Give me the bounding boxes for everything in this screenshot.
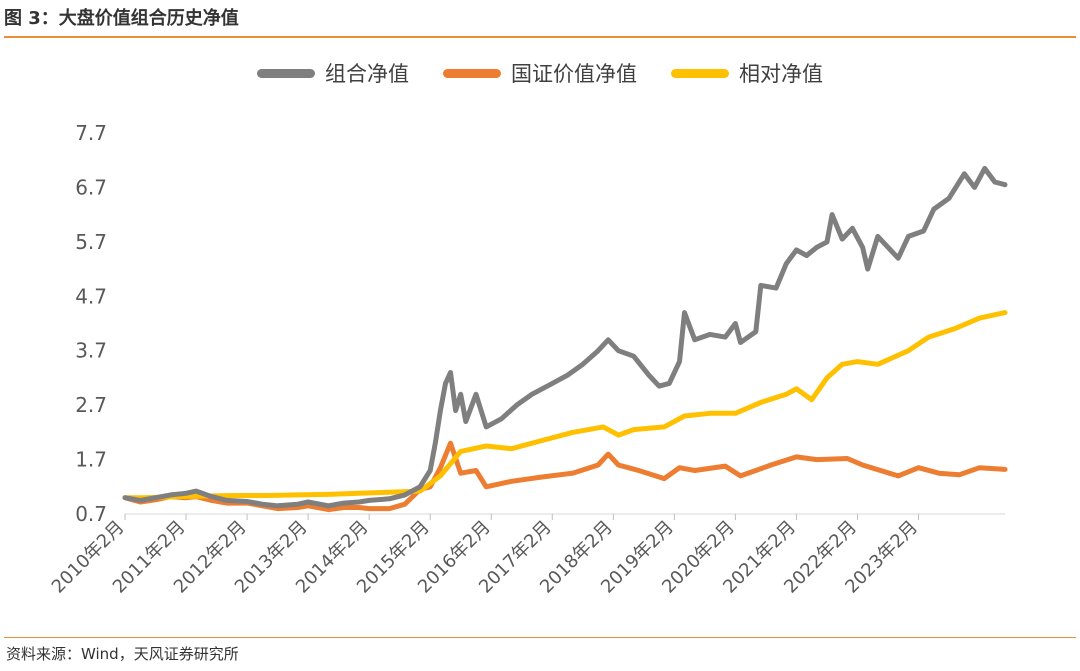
y-tick-label: 1.7: [75, 448, 107, 472]
legend-swatch-value-index: [443, 68, 501, 78]
legend-item-portfolio: 组合净值: [257, 58, 409, 88]
figure-title: 图 3：大盘价值组合历史净值: [4, 8, 239, 29]
source-rule: [4, 637, 1076, 638]
y-tick-label: 5.7: [75, 230, 107, 254]
chart-legend: 组合净值 国证价值净值 相对净值: [0, 58, 1080, 88]
y-tick-label: 7.7: [75, 121, 107, 145]
legend-swatch-portfolio: [257, 68, 315, 78]
line-chart: 0.71.72.73.74.75.76.77.72010年2月2011年2月20…: [48, 121, 1008, 597]
series-line-portfolio: [122, 165, 1008, 509]
title-rule: [4, 36, 1076, 38]
y-tick-label: 0.7: [75, 502, 107, 526]
legend-label-relative: 相对净值: [739, 62, 823, 86]
legend-label-value-index: 国证价值净值: [511, 62, 637, 86]
y-tick-label: 6.7: [75, 175, 107, 199]
source-note: 资料来源：Wind，天风证券研究所: [6, 645, 239, 663]
legend-label-portfolio: 组合净值: [325, 62, 409, 86]
series-line-relative: [122, 310, 1008, 501]
y-tick-label: 3.7: [75, 339, 107, 363]
y-tick-label: 4.7: [75, 284, 107, 308]
y-tick-label: 2.7: [75, 393, 107, 417]
series-line-value-index: [122, 440, 1008, 513]
legend-item-value-index: 国证价值净值: [443, 58, 637, 88]
legend-swatch-relative: [671, 68, 729, 78]
legend-item-relative: 相对净值: [671, 58, 823, 88]
